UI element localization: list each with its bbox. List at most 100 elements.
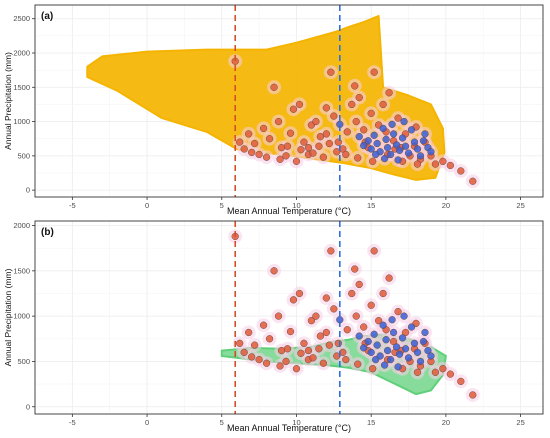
point-red xyxy=(354,154,362,162)
point-blue xyxy=(380,154,389,163)
point-blue xyxy=(373,139,381,148)
point-blue xyxy=(360,141,368,150)
point-red xyxy=(297,349,305,357)
point-red xyxy=(315,345,323,353)
point-red xyxy=(274,312,283,320)
point-blue xyxy=(360,344,368,352)
point-blue xyxy=(427,148,435,156)
point-red xyxy=(309,149,317,157)
point-red xyxy=(394,307,402,316)
point-red xyxy=(247,353,256,361)
point-red xyxy=(334,138,342,146)
point-red xyxy=(319,153,328,161)
point-blue xyxy=(398,134,407,142)
point-blue xyxy=(382,336,390,344)
point-red xyxy=(270,267,278,275)
point-blue xyxy=(383,346,392,355)
point-blue xyxy=(395,146,404,155)
point-red xyxy=(316,133,325,141)
point-blue xyxy=(386,150,395,159)
point-red xyxy=(255,355,263,364)
point-red xyxy=(304,346,313,355)
point-red xyxy=(354,360,362,368)
point-red xyxy=(236,339,244,347)
point-red xyxy=(277,143,286,152)
x-tick-label: 25 xyxy=(516,418,524,427)
y-tick-label: 1000 xyxy=(13,117,30,126)
point-blue xyxy=(398,334,407,342)
point-blue xyxy=(389,328,398,337)
point-red xyxy=(312,312,320,320)
panel-label: (b) xyxy=(41,227,54,238)
point-blue xyxy=(373,341,381,349)
point-red xyxy=(312,117,320,126)
point-blue xyxy=(400,117,408,126)
point-blue xyxy=(370,131,378,139)
point-red xyxy=(439,157,447,165)
point-red xyxy=(369,365,377,373)
point-red xyxy=(327,247,335,255)
point-red xyxy=(270,83,278,91)
point-red xyxy=(413,160,422,168)
point-blue xyxy=(380,361,389,369)
point-red xyxy=(276,155,284,163)
x-tick-label: 20 xyxy=(442,201,450,210)
point-blue xyxy=(370,330,378,338)
point-red xyxy=(369,157,377,165)
point-red xyxy=(360,323,368,331)
point-blue xyxy=(394,363,402,371)
series-blue xyxy=(336,312,435,371)
point-red xyxy=(292,157,301,165)
panel-a: -5 0 5 10 15 20 25 0 500 1000 1500 2000 2500 Mean Ann… xyxy=(3,4,544,216)
point-blue xyxy=(367,145,375,153)
point-red xyxy=(319,359,328,367)
point-red xyxy=(282,357,290,366)
point-blue xyxy=(427,352,435,360)
point-blue xyxy=(386,355,395,364)
point-red xyxy=(457,377,465,386)
point-red xyxy=(367,109,375,117)
point-red xyxy=(322,294,331,302)
point-red xyxy=(240,145,248,153)
point-red xyxy=(379,289,387,298)
x-tick-label: 5 xyxy=(220,201,224,210)
point-red xyxy=(245,130,253,138)
point-blue xyxy=(372,355,380,364)
series-blue xyxy=(336,117,435,164)
point-blue xyxy=(392,343,401,351)
point-red xyxy=(351,265,359,273)
point-red xyxy=(327,68,335,76)
point-red xyxy=(247,148,256,157)
y-tick-label: 1500 xyxy=(13,266,30,275)
point-red xyxy=(295,289,304,298)
point-red xyxy=(343,326,351,334)
point-red xyxy=(259,124,268,133)
x-tick-label: -5 xyxy=(69,418,76,427)
point-red xyxy=(282,152,290,160)
y-axis-label: Annual Precipitation (mm) xyxy=(3,52,13,150)
point-red xyxy=(286,327,295,336)
point-blue xyxy=(400,312,408,320)
panel-b: -5 0 5 10 15 20 25 0 500 1000 1500 2000 Mean Annual … xyxy=(3,220,544,433)
point-red xyxy=(289,296,298,304)
point-blue xyxy=(355,133,363,141)
point-red xyxy=(342,355,350,364)
point-blue xyxy=(364,337,372,346)
point-red xyxy=(457,167,465,175)
point-blue xyxy=(401,345,410,353)
point-red xyxy=(439,365,447,373)
point-red xyxy=(322,104,331,112)
x-tick-label: 5 xyxy=(220,418,224,427)
point-blue xyxy=(379,124,387,133)
point-red xyxy=(262,359,271,367)
point-blue xyxy=(379,321,387,329)
point-red xyxy=(431,160,440,168)
point-red xyxy=(330,305,338,313)
point-red xyxy=(355,93,363,102)
plot-area xyxy=(35,221,543,414)
point-red xyxy=(315,142,323,150)
point-blue xyxy=(413,145,422,153)
point-red xyxy=(367,301,375,309)
point-blue xyxy=(388,316,396,324)
